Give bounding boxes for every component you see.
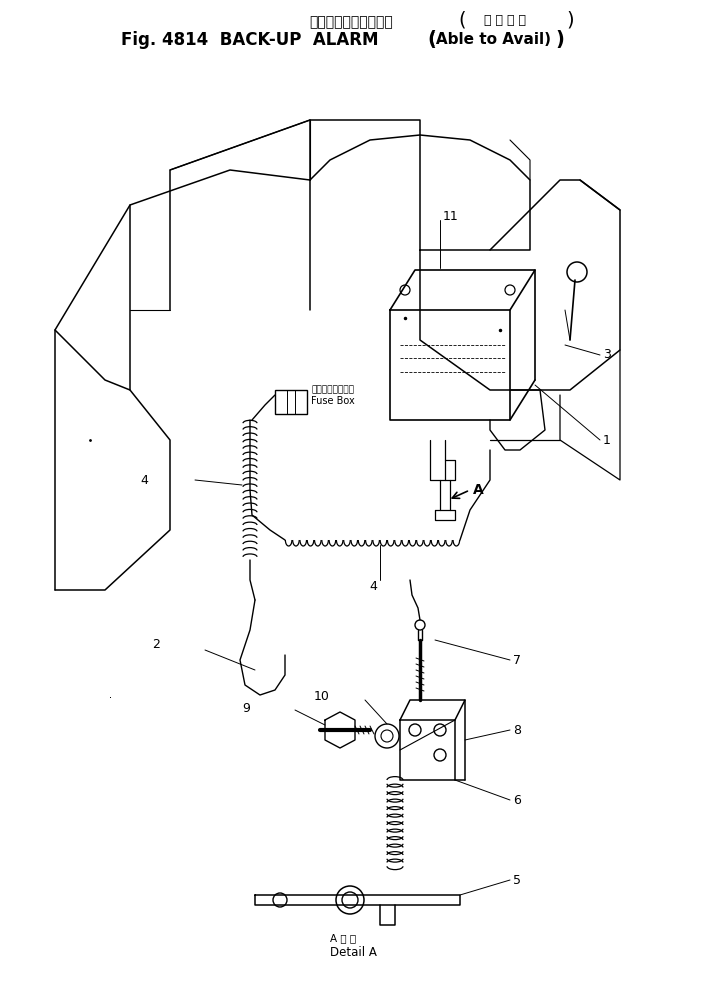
- Text: 6: 6: [513, 794, 521, 806]
- Text: バックアップアラーム: バックアップアラーム: [309, 15, 393, 29]
- Text: (: (: [458, 10, 465, 29]
- Text: 10: 10: [314, 690, 330, 702]
- Text: A: A: [473, 483, 484, 497]
- Text: Fig. 4814  BACK-UP  ALARM: Fig. 4814 BACK-UP ALARM: [121, 31, 379, 49]
- Text: (: (: [428, 30, 437, 49]
- Text: Fuse Box: Fuse Box: [311, 396, 355, 406]
- Text: 8: 8: [513, 724, 521, 736]
- Text: 7: 7: [513, 654, 521, 666]
- Text: ヒューズボックス: ヒューズボックス: [311, 385, 354, 394]
- Text: 5: 5: [513, 874, 521, 886]
- Text: 2: 2: [152, 639, 160, 652]
- Text: 3: 3: [603, 349, 611, 361]
- Text: ): ): [567, 10, 574, 29]
- Text: ): ): [555, 30, 564, 49]
- Text: A 拡 縮: A 拡 縮: [330, 933, 356, 943]
- Text: 4: 4: [369, 580, 377, 593]
- Text: Detail A: Detail A: [330, 946, 377, 958]
- Text: 9: 9: [242, 702, 250, 714]
- Text: 1: 1: [603, 434, 611, 446]
- Text: 4: 4: [140, 474, 148, 487]
- Bar: [275, 390, 307, 414]
- Text: 11: 11: [443, 210, 458, 223]
- Text: (Able to Avail): (Able to Avail): [429, 32, 551, 47]
- Text: 装 着 可 能: 装 着 可 能: [484, 13, 526, 26]
